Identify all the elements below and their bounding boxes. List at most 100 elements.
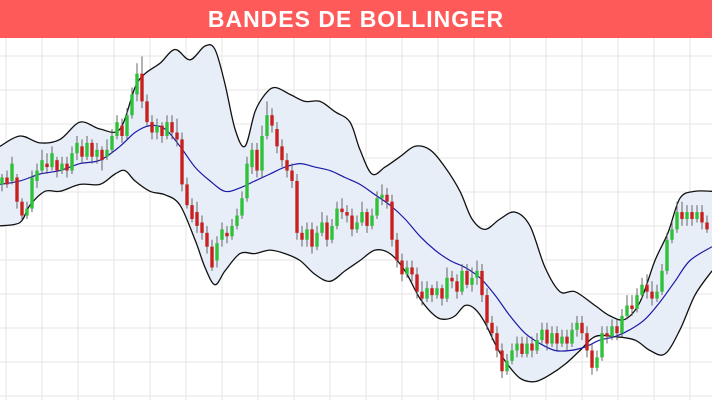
candle-up <box>525 343 529 354</box>
candle-up <box>460 270 464 292</box>
candle-down <box>285 160 289 171</box>
candle-down <box>5 177 9 185</box>
candle-up <box>95 149 99 157</box>
candle-up <box>330 225 334 240</box>
candle-up <box>610 326 614 337</box>
candle-up <box>470 277 474 285</box>
candle-up <box>335 208 339 226</box>
candle-up <box>230 225 234 237</box>
candle-up <box>560 336 564 344</box>
candle-up <box>105 149 109 157</box>
candle-down <box>495 333 499 351</box>
candle-up <box>50 153 54 168</box>
candle-up <box>370 215 374 226</box>
candle-up <box>10 163 14 181</box>
candle-down <box>485 295 489 323</box>
chart-area <box>0 38 712 400</box>
candle-down <box>705 222 709 230</box>
candle-down <box>545 329 549 344</box>
candle-up <box>685 212 689 219</box>
candle-down <box>45 163 49 168</box>
candle-down <box>270 115 274 126</box>
band-fill <box>0 44 712 382</box>
candle-down <box>500 350 504 372</box>
candle-up <box>620 315 624 334</box>
candle-down <box>455 281 459 292</box>
candle-down <box>440 288 444 299</box>
candle-up <box>505 360 509 372</box>
chart-title: BANDES DE BOLLINGER <box>207 5 505 32</box>
candle-up <box>445 277 449 299</box>
candle-up <box>215 243 219 261</box>
candle-down <box>630 305 634 309</box>
candle-up <box>375 198 379 216</box>
candle-up <box>260 135 264 171</box>
candle-down <box>530 343 534 351</box>
candle-down <box>700 212 704 223</box>
candle-down <box>480 270 484 296</box>
candle-down <box>20 201 24 216</box>
candle-down <box>280 146 284 161</box>
candle-down <box>180 139 184 185</box>
candle-up <box>125 115 129 136</box>
candle-down <box>185 184 189 206</box>
candle-down <box>205 232 209 247</box>
candle-up <box>570 329 574 344</box>
candles <box>0 56 709 379</box>
candle-down <box>160 125 164 136</box>
candle-down <box>65 163 69 171</box>
candle-down <box>385 194 389 202</box>
candle-up <box>675 212 679 230</box>
candle-down <box>680 212 684 219</box>
candle-down <box>520 343 524 354</box>
candle-down <box>310 229 314 247</box>
candle-down <box>190 205 194 219</box>
candle-up <box>655 291 659 299</box>
candle-up <box>85 142 89 157</box>
candle-up <box>435 288 439 296</box>
candle-down <box>650 291 654 299</box>
candle-up <box>130 94 134 116</box>
candle-down <box>345 212 349 216</box>
candle-up <box>250 149 254 168</box>
candle-down <box>150 122 154 133</box>
upper-band-line <box>0 44 712 321</box>
candle-up <box>600 333 604 358</box>
candle-up <box>575 322 579 330</box>
middle-band-line <box>0 124 712 352</box>
candle-down <box>350 215 354 230</box>
candle-down <box>395 239 399 261</box>
candle-up <box>110 135 114 150</box>
candle-down <box>365 212 369 226</box>
candle-down <box>420 291 424 299</box>
candle-up <box>550 333 554 344</box>
candle-down <box>555 333 559 344</box>
candle-down <box>400 260 404 275</box>
candle-up <box>70 153 74 171</box>
candle-up <box>475 270 479 278</box>
candle-up <box>640 284 644 296</box>
candle-down <box>90 142 94 157</box>
candle-down <box>615 326 619 334</box>
candle-up <box>510 350 514 361</box>
candle-down <box>645 284 649 292</box>
candle-down <box>430 288 434 296</box>
candle-up <box>35 170 39 181</box>
candle-up <box>220 229 224 240</box>
candle-down <box>255 149 259 171</box>
candle-up <box>60 163 64 171</box>
candle-up <box>665 239 669 271</box>
candle-down <box>55 160 59 171</box>
candle-down <box>565 336 569 344</box>
candle-down <box>145 101 149 123</box>
candle-up <box>670 229 674 240</box>
candle-up <box>0 177 4 185</box>
candle-down <box>200 222 204 233</box>
lower-band-line <box>0 169 712 383</box>
candle-up <box>380 194 384 199</box>
candle-down <box>465 270 469 285</box>
candle-down <box>585 333 589 351</box>
candle-down <box>410 267 414 275</box>
candle-down <box>15 177 19 202</box>
candle-up <box>360 212 364 223</box>
